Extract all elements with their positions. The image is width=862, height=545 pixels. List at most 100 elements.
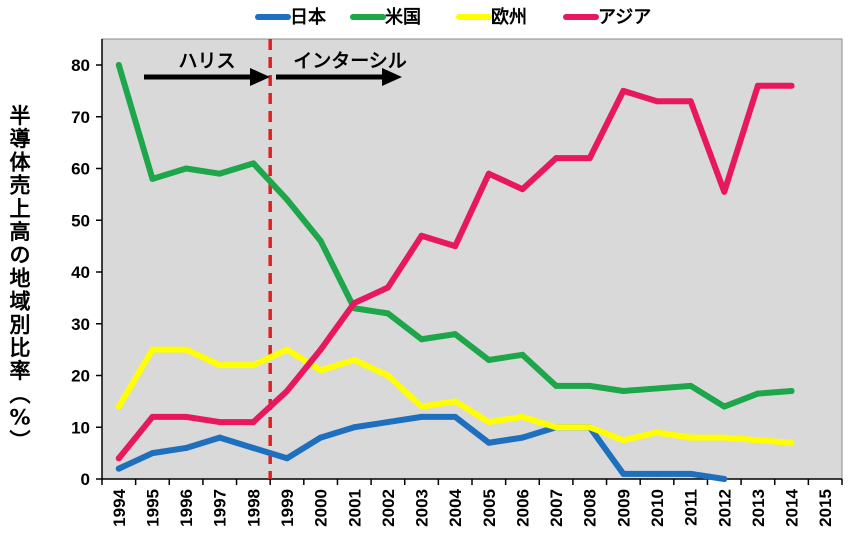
data-point <box>284 196 290 203</box>
data-point <box>788 388 795 395</box>
y-tick-label: 10 <box>71 418 90 437</box>
legend-label-asia: アジア <box>598 7 651 28</box>
y-tick-label: 70 <box>71 108 90 127</box>
data-point <box>384 372 391 379</box>
y-axis-label: 半導体売上高の地域別比率︵% ︶ <box>9 104 31 453</box>
data-point <box>721 434 728 441</box>
data-point <box>553 424 560 431</box>
data-point <box>586 155 593 162</box>
data-point <box>485 439 492 446</box>
data-point <box>317 434 324 441</box>
x-tick-label: 2013 <box>749 489 768 527</box>
x-tick-label: 1999 <box>278 489 297 527</box>
arrow-label: インターシル <box>293 50 407 72</box>
arrow-head <box>382 68 402 86</box>
data-point <box>351 356 358 363</box>
data-point <box>485 419 492 426</box>
data-point <box>216 170 223 177</box>
data-point <box>620 437 627 444</box>
data-point <box>418 336 425 343</box>
data-point <box>115 455 122 462</box>
data-point <box>115 465 122 472</box>
data-point <box>317 237 324 244</box>
data-point <box>452 331 459 338</box>
x-tick-label: 1994 <box>110 488 129 526</box>
data-point <box>216 419 223 426</box>
data-point <box>687 434 694 441</box>
x-tick-label: 2010 <box>648 489 667 527</box>
data-point <box>620 388 627 395</box>
x-tick-label: 2002 <box>379 489 398 527</box>
data-point <box>149 175 156 182</box>
data-point <box>351 424 358 431</box>
x-tick-label: 1998 <box>244 489 263 527</box>
data-point <box>149 450 156 457</box>
y-tick-label: 30 <box>71 315 90 334</box>
data-point <box>519 413 526 420</box>
data-point <box>687 98 694 105</box>
y-tick-label: 50 <box>71 211 90 230</box>
x-tick-label: 2001 <box>345 489 364 527</box>
data-point <box>250 362 257 369</box>
data-point <box>183 165 190 172</box>
x-tick-label: 1996 <box>177 489 196 527</box>
data-point <box>654 98 660 105</box>
data-point <box>317 367 324 374</box>
data-point <box>754 437 761 444</box>
x-tick-label: 1995 <box>143 489 162 527</box>
data-point <box>754 82 761 89</box>
legend: 日本 米国 欧州 アジア <box>255 6 651 28</box>
data-point <box>183 413 190 420</box>
legend-item-asia: アジア <box>563 7 651 28</box>
data-point <box>250 444 257 451</box>
data-point <box>654 470 660 477</box>
data-point <box>183 444 190 451</box>
legend-item-japan: 日本 <box>255 6 326 28</box>
data-point <box>586 382 593 389</box>
y-tick-label: 20 <box>71 367 90 386</box>
data-point <box>620 87 627 94</box>
legend-label-usa: 米国 <box>385 6 421 28</box>
data-point <box>519 186 526 193</box>
x-tick-label: 2011 <box>682 489 701 526</box>
series-lines <box>115 62 795 482</box>
legend-item-usa: 米国 <box>350 6 421 28</box>
y-tick-label: 60 <box>71 160 90 179</box>
data-point <box>384 284 391 291</box>
x-tick-label: 2000 <box>312 489 331 527</box>
data-point <box>519 351 526 358</box>
legend-item-europe: 欧州 <box>456 6 527 28</box>
data-point <box>418 413 425 420</box>
data-point <box>721 476 728 482</box>
data-point <box>485 170 492 177</box>
y-tick-label: 0 <box>81 470 90 489</box>
data-point <box>654 385 660 392</box>
arrow-label: ハリス <box>178 50 235 72</box>
data-point <box>654 429 660 436</box>
arrow-head <box>250 68 270 86</box>
x-tick-label: 2015 <box>816 489 835 527</box>
data-point <box>788 82 795 89</box>
x-tick-label: 2014 <box>783 488 802 526</box>
data-point <box>788 439 795 446</box>
data-point <box>216 434 223 441</box>
x-tick-label: 2008 <box>581 489 600 527</box>
data-point <box>620 470 627 477</box>
y-tick-label: 80 <box>71 56 90 75</box>
data-point <box>216 362 223 369</box>
legend-label-europe: 欧州 <box>491 6 527 28</box>
data-point <box>317 346 324 353</box>
data-point <box>418 232 425 239</box>
data-point <box>485 356 492 363</box>
data-point <box>284 455 290 462</box>
data-point <box>687 382 694 389</box>
data-point <box>452 243 459 250</box>
data-point <box>721 403 728 410</box>
data-point <box>284 388 290 395</box>
x-tick-label: 2009 <box>614 489 633 527</box>
data-point <box>384 310 391 317</box>
data-point <box>115 403 122 410</box>
x-tick-label: 2005 <box>480 489 499 527</box>
x-tick-label: 2003 <box>413 489 432 527</box>
